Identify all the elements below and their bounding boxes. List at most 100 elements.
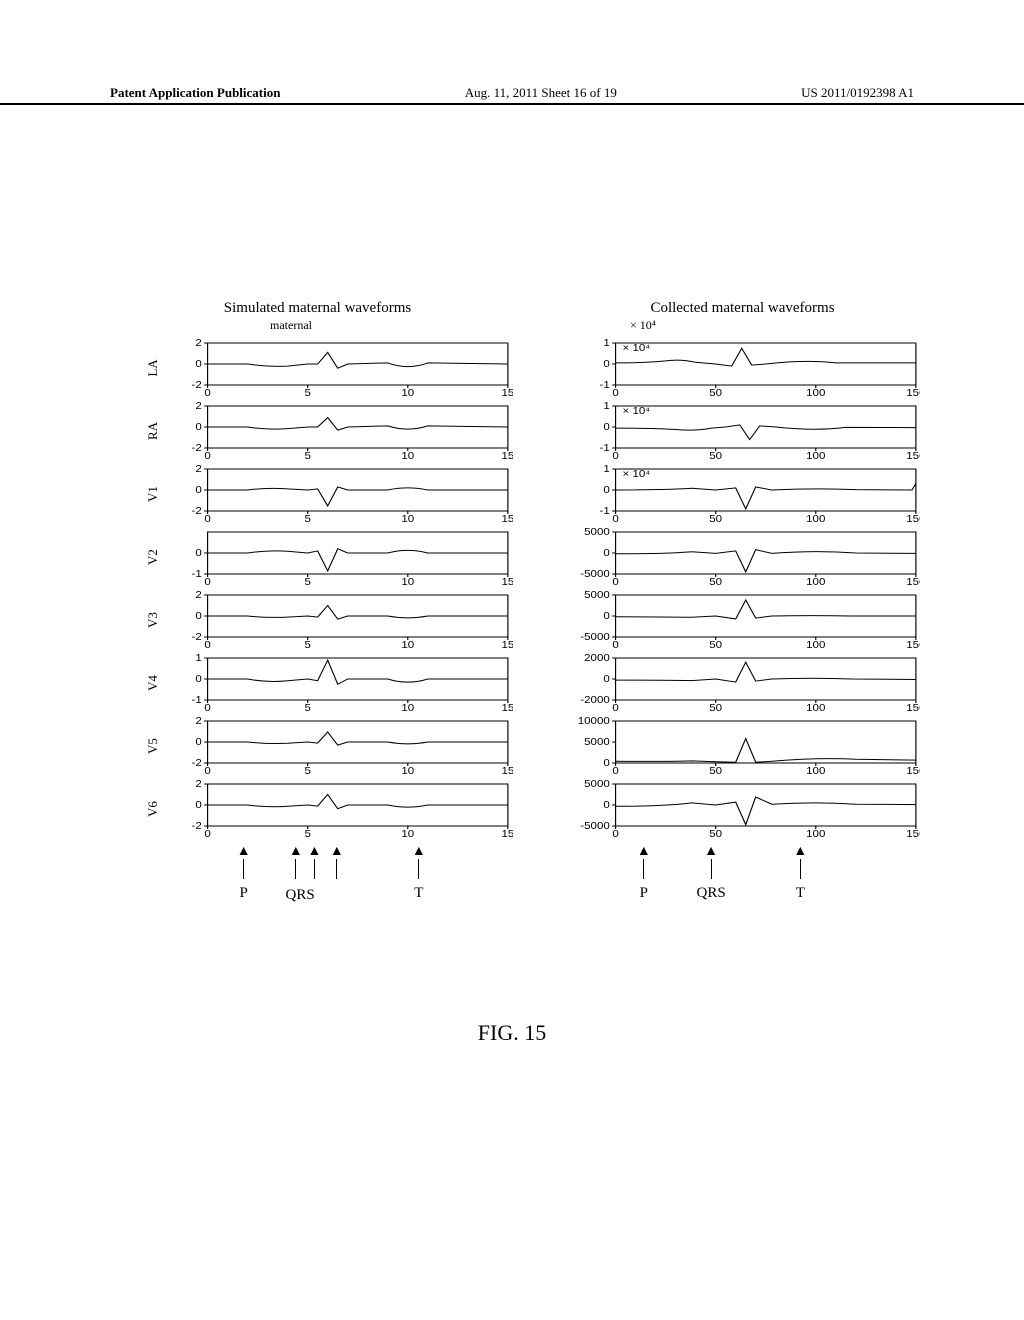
lead-label: V3 xyxy=(145,607,161,633)
svg-text:0: 0 xyxy=(195,611,201,622)
svg-text:10: 10 xyxy=(401,514,414,523)
waveform-plot: -102051015 xyxy=(166,528,513,586)
chart-row: LA -202051015 xyxy=(140,339,513,397)
svg-text:-1: -1 xyxy=(192,569,202,580)
svg-text:50: 50 xyxy=(709,640,722,649)
chart-row: V1 -202051015 xyxy=(140,465,513,523)
svg-text:-1: -1 xyxy=(192,695,202,706)
lead-label: V2 xyxy=(145,544,161,570)
arrow-group-label: QRS xyxy=(286,887,315,904)
col-title-right: Collected maternal waveforms xyxy=(565,300,920,317)
svg-text:0: 0 xyxy=(603,611,609,622)
arrow-label: P xyxy=(240,885,248,902)
svg-text:15: 15 xyxy=(501,703,512,712)
svg-text:5: 5 xyxy=(304,514,310,523)
arrow-up-icon: ▲ xyxy=(237,845,251,859)
chart-row: -500005000050100150 xyxy=(548,780,921,838)
charts-grid: LA -202051015 RA -202051015 V1 -20205101… xyxy=(140,339,920,925)
svg-text:1: 1 xyxy=(195,654,201,664)
chart-row: V2 -102051015 xyxy=(140,528,513,586)
lead-label: RA xyxy=(145,418,161,444)
arrow-marker: ▲QRS xyxy=(697,845,726,902)
svg-text:5: 5 xyxy=(304,766,310,775)
svg-text:0: 0 xyxy=(204,577,210,586)
svg-text:0: 0 xyxy=(195,422,201,433)
svg-text:100: 100 xyxy=(806,514,825,523)
svg-text:-1: -1 xyxy=(599,443,609,454)
svg-text:150: 150 xyxy=(906,577,920,586)
page-header: Patent Application Publication Aug. 11, … xyxy=(0,85,1024,105)
svg-text:0: 0 xyxy=(204,829,210,838)
chart-column-left: LA -202051015 RA -202051015 V1 -20205101… xyxy=(140,339,513,925)
svg-text:2: 2 xyxy=(195,402,201,412)
svg-text:0: 0 xyxy=(204,514,210,523)
svg-text:2: 2 xyxy=(195,717,201,727)
svg-text:2000: 2000 xyxy=(584,654,610,664)
svg-text:0: 0 xyxy=(195,485,201,496)
svg-text:50: 50 xyxy=(709,703,722,712)
arrow-marker: ▲ xyxy=(330,845,344,879)
arrow-up-icon: ▲ xyxy=(412,845,426,859)
svg-text:15: 15 xyxy=(501,766,512,775)
svg-text:0: 0 xyxy=(603,548,609,559)
svg-text:0: 0 xyxy=(204,451,210,460)
svg-text:1: 1 xyxy=(603,402,609,412)
svg-text:100: 100 xyxy=(806,451,825,460)
lead-label: V4 xyxy=(145,670,161,696)
waveform-plot: -200002000050100150 xyxy=(574,654,921,712)
svg-text:10: 10 xyxy=(401,829,414,838)
svg-text:-2: -2 xyxy=(192,506,202,517)
svg-text:10: 10 xyxy=(401,640,414,649)
svg-text:150: 150 xyxy=(906,829,920,838)
header-right: US 2011/0192398 A1 xyxy=(801,85,914,101)
svg-text:0: 0 xyxy=(204,703,210,712)
svg-text:150: 150 xyxy=(906,451,920,460)
svg-text:0: 0 xyxy=(603,758,609,769)
chart-row: RA -202051015 xyxy=(140,402,513,460)
svg-text:150: 150 xyxy=(906,640,920,649)
svg-text:100: 100 xyxy=(806,640,825,649)
svg-text:2: 2 xyxy=(195,591,201,601)
chart-row: -101050100150 × 10⁴ xyxy=(548,339,921,397)
svg-text:-1: -1 xyxy=(599,380,609,391)
waveform-plot: -202051015 xyxy=(166,717,513,775)
svg-text:-1: -1 xyxy=(599,506,609,517)
arrow-up-icon: ▲ xyxy=(637,845,651,859)
svg-text:2: 2 xyxy=(195,465,201,475)
svg-text:2: 2 xyxy=(195,339,201,349)
svg-text:0: 0 xyxy=(204,640,210,649)
waveform-plot: -500005000050100150 xyxy=(574,528,921,586)
svg-text:10: 10 xyxy=(401,766,414,775)
figure-container: Simulated maternal waveforms Collected m… xyxy=(140,300,920,925)
chart-row: 0500010000050100150 xyxy=(548,717,921,775)
chart-row: -101050100150 × 10⁴ xyxy=(548,465,921,523)
svg-text:-5000: -5000 xyxy=(580,569,610,580)
svg-text:50: 50 xyxy=(709,829,722,838)
arrow-marker: ▲ xyxy=(289,845,303,879)
svg-text:50: 50 xyxy=(709,451,722,460)
svg-text:0: 0 xyxy=(195,800,201,811)
waveform-plot: -202051015 xyxy=(166,591,513,649)
arrow-label: P xyxy=(640,885,648,902)
svg-text:0: 0 xyxy=(612,766,618,775)
svg-text:-5000: -5000 xyxy=(580,821,610,832)
arrow-label: T xyxy=(796,885,805,902)
svg-text:100: 100 xyxy=(806,703,825,712)
svg-text:50: 50 xyxy=(709,766,722,775)
svg-text:0: 0 xyxy=(603,422,609,433)
svg-text:50: 50 xyxy=(709,514,722,523)
chart-row: -200002000050100150 xyxy=(548,654,921,712)
svg-text:2: 2 xyxy=(195,780,201,790)
svg-text:× 10⁴: × 10⁴ xyxy=(622,343,650,354)
waveform-plot: -101050100150 × 10⁴ xyxy=(574,465,921,523)
svg-text:0: 0 xyxy=(612,703,618,712)
svg-text:5: 5 xyxy=(304,829,310,838)
waveform-plot: -202051015 xyxy=(166,465,513,523)
svg-text:0: 0 xyxy=(612,640,618,649)
figure-caption: FIG. 15 xyxy=(0,1020,1024,1046)
svg-text:15: 15 xyxy=(501,388,512,397)
arrow-row-left: ▲P▲▲▲▲TQRS xyxy=(140,845,513,925)
arrow-up-icon: ▲ xyxy=(289,845,303,859)
svg-text:0: 0 xyxy=(204,388,210,397)
lead-label: LA xyxy=(145,355,161,381)
